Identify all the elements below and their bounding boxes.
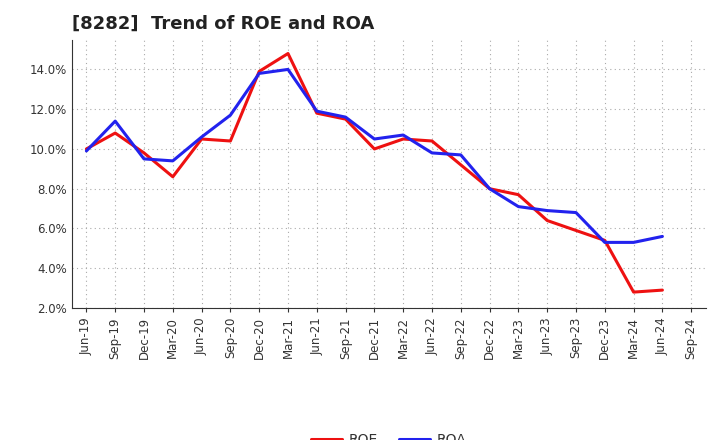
ROE (658, 287, 667, 293)
ROA (399, 132, 408, 138)
ROA (140, 156, 148, 161)
ROA (456, 152, 465, 158)
Text: [8282]  Trend of ROE and ROA: [8282] Trend of ROE and ROA (72, 15, 374, 33)
ROE (168, 174, 177, 180)
ROA (168, 158, 177, 164)
ROA (600, 240, 609, 245)
ROA (658, 234, 667, 239)
ROA (197, 134, 206, 139)
ROE (572, 228, 580, 233)
ROE (255, 69, 264, 74)
ROE (284, 51, 292, 56)
ROA (485, 186, 494, 191)
ROE (312, 110, 321, 116)
ROE (428, 138, 436, 143)
ROA (111, 118, 120, 124)
ROA (312, 109, 321, 114)
ROE (514, 192, 523, 197)
ROE (543, 218, 552, 223)
ROE (341, 117, 350, 122)
ROA (514, 204, 523, 209)
ROE (226, 138, 235, 143)
ROA (82, 148, 91, 154)
ROE (629, 290, 638, 295)
ROE (370, 147, 379, 152)
ROA (629, 240, 638, 245)
Legend: ROE, ROA: ROE, ROA (306, 428, 472, 440)
ROA (370, 136, 379, 142)
ROA (572, 210, 580, 215)
ROA (284, 67, 292, 72)
ROA (428, 150, 436, 156)
ROA (543, 208, 552, 213)
Line: ROE: ROE (86, 54, 662, 292)
ROE (82, 147, 91, 152)
ROE (456, 162, 465, 168)
ROA (341, 114, 350, 120)
ROE (600, 238, 609, 243)
ROE (399, 136, 408, 142)
ROE (485, 186, 494, 191)
ROA (255, 71, 264, 76)
ROA (226, 113, 235, 118)
Line: ROA: ROA (86, 70, 662, 242)
ROE (140, 150, 148, 156)
ROE (111, 130, 120, 136)
ROE (197, 136, 206, 142)
